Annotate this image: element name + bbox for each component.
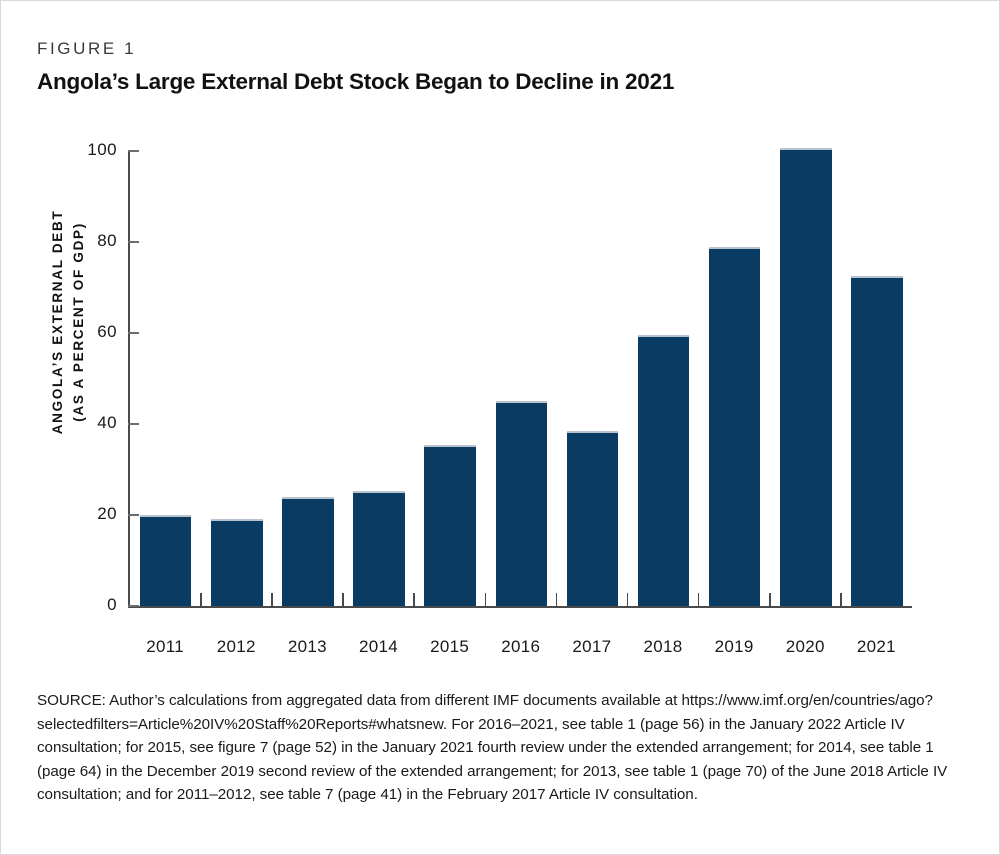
y-axis-tick — [128, 150, 139, 152]
y-axis-tick-label: 0 — [107, 595, 117, 614]
y-axis-tick — [128, 605, 139, 607]
y-axis-tick-label: 80 — [97, 231, 117, 250]
x-axis-tick — [200, 593, 202, 607]
bar-2019 — [708, 247, 761, 606]
y-axis-tick-label-wrap: 40 — [65, 413, 117, 433]
source-note: SOURCE: Author’s calculations from aggre… — [37, 692, 948, 804]
x-axis-label-2017: 2017 — [572, 637, 612, 656]
x-axis-label-2018: 2018 — [643, 637, 683, 656]
x-axis-tick — [840, 593, 842, 607]
x-axis-tick — [769, 593, 771, 607]
bar-2016 — [495, 401, 548, 606]
bar-2017 — [566, 431, 619, 606]
bar-2014 — [353, 490, 405, 606]
bar-2011 — [139, 514, 192, 606]
y-axis-title-line-1: ANGOLA’S EXTERNAL DEBT — [50, 209, 66, 435]
x-axis-tick — [484, 593, 487, 607]
y-axis-tick-label-wrap: 60 — [65, 322, 117, 342]
x-axis-label-2013: 2013 — [287, 637, 327, 656]
y-axis-tick-label-wrap: 100 — [65, 140, 117, 160]
x-axis-tick — [626, 593, 629, 607]
y-axis-tick-label-wrap: 80 — [65, 231, 117, 251]
y-axis-tick — [128, 332, 139, 334]
y-axis-line — [128, 150, 130, 607]
x-axis-tick — [555, 593, 558, 607]
y-axis-tick-label-wrap: 20 — [65, 504, 117, 524]
x-axis-label-2016: 2016 — [501, 637, 541, 656]
y-axis-tick-label: 100 — [87, 140, 117, 159]
x-axis-tick — [271, 593, 273, 607]
x-axis-line — [128, 606, 912, 608]
bar-2021 — [851, 276, 903, 606]
figure-title: Angola’s Large External Debt Stock Began… — [37, 69, 675, 94]
y-axis-tick-label: 40 — [97, 413, 117, 432]
bar-2012 — [211, 519, 263, 606]
y-axis-tick-label: 20 — [97, 504, 117, 523]
x-axis-tick — [413, 593, 415, 607]
y-axis-tick — [128, 241, 139, 243]
x-axis-label-2020: 2020 — [785, 637, 825, 656]
x-axis-label-2021: 2021 — [856, 637, 896, 656]
bar-2020 — [780, 148, 832, 606]
x-axis-label-2019: 2019 — [714, 637, 754, 656]
x-axis-label-2012: 2012 — [216, 637, 256, 656]
x-axis-label-2014: 2014 — [359, 637, 399, 656]
bar-2013 — [282, 496, 334, 606]
y-axis-tick-label-wrap: 0 — [65, 595, 117, 615]
bar-chart: ANGOLA’S EXTERNAL DEBT (AS A PERCENT OF … — [1, 1, 999, 691]
figure-label: FIGURE 1 — [37, 39, 137, 58]
y-axis-tick-label: 60 — [97, 322, 117, 341]
x-axis-tick — [697, 593, 700, 607]
x-axis-label-2015: 2015 — [430, 637, 470, 656]
y-axis-tick — [128, 423, 139, 425]
x-axis-tick — [342, 593, 344, 607]
bar-2018 — [637, 335, 690, 606]
y-axis-tick — [128, 514, 139, 516]
bar-2015 — [424, 445, 476, 606]
x-axis-label-2011: 2011 — [146, 637, 185, 656]
